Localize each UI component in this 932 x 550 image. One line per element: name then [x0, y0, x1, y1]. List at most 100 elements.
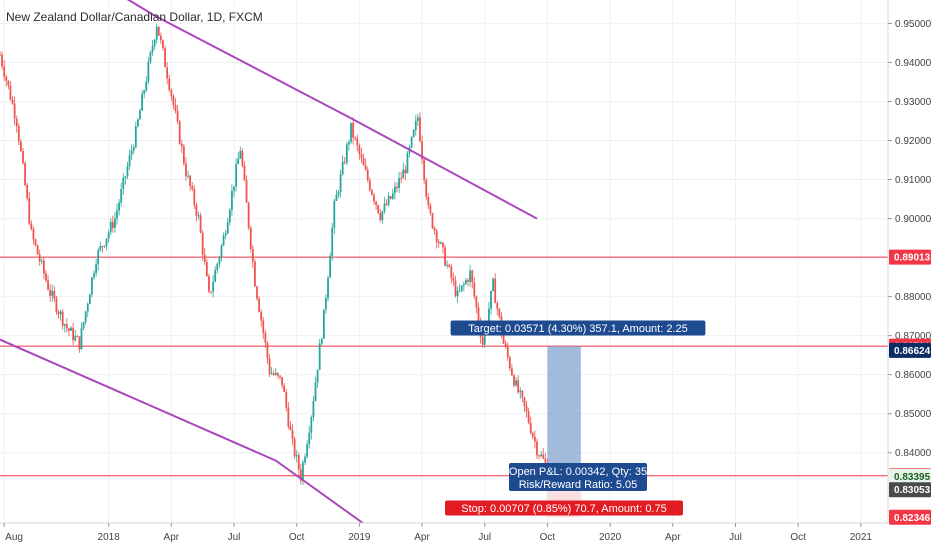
candle-body — [97, 250, 100, 265]
candle-body — [214, 270, 217, 282]
candle-body — [164, 48, 166, 68]
candle-body — [159, 35, 162, 41]
candle-body — [82, 322, 85, 329]
candle-body — [540, 454, 543, 457]
candle-body — [496, 303, 499, 309]
candle-body — [523, 397, 526, 406]
y-tick-label: 0.86000 — [895, 370, 932, 381]
candle-body — [454, 280, 457, 296]
candle-body — [1, 54, 3, 67]
candle-body — [427, 197, 430, 206]
candle-body — [224, 233, 227, 236]
candle-body — [316, 369, 319, 383]
candle-body — [99, 246, 102, 251]
candle-body — [356, 138, 359, 146]
candle-body — [111, 221, 114, 228]
trendline — [126, 0, 538, 220]
candle-body — [473, 282, 476, 297]
candle-body — [63, 324, 66, 326]
candle-body — [88, 294, 91, 305]
candle-body — [302, 462, 304, 481]
candle-body — [137, 119, 139, 127]
candle-body — [421, 141, 423, 160]
candle-body — [233, 186, 235, 191]
candle-body — [132, 147, 135, 151]
candle-body — [226, 222, 229, 234]
candle-body — [195, 205, 198, 216]
price-tag-box — [889, 342, 931, 358]
candle-body — [306, 444, 309, 457]
candle-body — [345, 144, 348, 163]
candle-body — [310, 417, 313, 433]
candle-body — [95, 264, 98, 274]
level-price-tag: 0.89013 — [894, 253, 931, 264]
candle-body — [241, 150, 244, 166]
long-position-tool[interactable]: Target: 0.03571 (4.30%) 357.1, Amount: 2… — [445, 320, 706, 518]
candle-body — [49, 289, 52, 296]
candle-body — [47, 280, 49, 290]
candle-body — [247, 202, 250, 228]
candle-body — [444, 247, 446, 266]
candle-body — [151, 46, 154, 52]
candle-body — [383, 203, 386, 212]
candle-body — [289, 426, 292, 430]
candle-body — [72, 327, 75, 341]
candle-body — [262, 320, 265, 333]
y-tick-label: 0.84000 — [895, 448, 932, 459]
candle-body — [287, 407, 290, 427]
candle-body — [40, 260, 43, 262]
candle-body — [28, 198, 31, 224]
candle-body — [377, 205, 380, 214]
candle-body — [243, 165, 246, 181]
candle-body — [525, 405, 528, 412]
price-tag-box — [889, 482, 931, 498]
candle-body — [488, 308, 490, 325]
candle-body — [189, 175, 192, 187]
price-tag-box — [889, 509, 931, 525]
candle-body — [42, 260, 45, 274]
candle-body — [442, 242, 444, 248]
candle-body — [153, 39, 156, 47]
candle-body — [281, 377, 283, 386]
candle-body — [80, 328, 83, 350]
candle-body — [529, 422, 532, 434]
candle-body — [371, 190, 373, 195]
candle-body — [462, 283, 465, 286]
price-tag: 0.86624 — [894, 346, 931, 357]
price-tags: 0.890130.867310.834100.866240.833950.830… — [889, 249, 931, 525]
candle-body — [78, 336, 81, 350]
candle-body — [538, 455, 540, 457]
candle-body — [65, 324, 68, 329]
candle-body — [228, 209, 231, 223]
candle-body — [268, 358, 271, 375]
candle-body — [93, 273, 95, 278]
candle-body — [237, 158, 240, 165]
candle-body — [533, 436, 536, 442]
candle-body — [0, 54, 1, 56]
candle-body — [513, 375, 515, 386]
candle-body — [24, 163, 26, 186]
price-tag: 0.82346 — [894, 513, 931, 524]
candle-body — [155, 26, 158, 40]
x-tick-label: Oct — [289, 532, 305, 543]
candle-body — [231, 190, 233, 210]
candle-body — [182, 146, 185, 164]
candle-body — [331, 227, 334, 256]
x-tick-label: Jul — [729, 532, 742, 543]
candle-body — [239, 150, 242, 159]
candle-body — [329, 255, 332, 278]
candle-body — [364, 165, 367, 170]
price-tag: 0.83053 — [894, 485, 931, 496]
candle-body — [391, 193, 394, 199]
y-tick-label: 0.87000 — [895, 331, 932, 342]
candle-body — [251, 248, 254, 262]
candle-body — [57, 312, 60, 315]
candle-body — [272, 373, 275, 375]
candle-body — [70, 327, 72, 331]
candle-body — [333, 200, 336, 228]
candle-body — [492, 278, 495, 291]
candle-body — [235, 164, 238, 187]
candle-body — [358, 145, 361, 155]
candle-body — [210, 291, 212, 293]
